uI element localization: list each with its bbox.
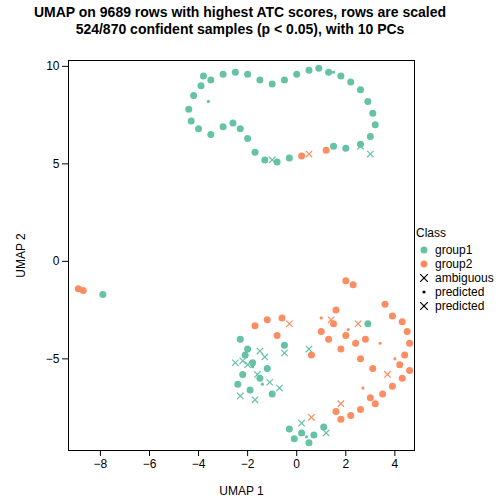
svg-text:0: 0 (293, 457, 300, 471)
svg-text:−8: −8 (94, 457, 108, 471)
svg-text:−2: −2 (241, 457, 255, 471)
html-text:Class: Class (416, 226, 446, 240)
svg-text:−4: −4 (192, 457, 206, 471)
svg-text:UMAP 1: UMAP 1 (219, 484, 264, 498)
html-text:predicted: predicted (435, 285, 485, 299)
svg-text:−6: −6 (143, 457, 157, 471)
svg-text:UMAP 2: UMAP 2 (14, 233, 28, 278)
svg-text:2: 2 (342, 457, 349, 471)
html-text:predicted: predicted (435, 299, 485, 313)
svg-text:4: 4 (392, 457, 399, 471)
svg-text:−5: −5 (46, 352, 60, 366)
html-text:group2: group2 (435, 257, 473, 271)
html-text:UMAP on 9689 rows with highest: UMAP on 9689 rows with highest ATC score… (34, 4, 446, 20)
html-text:ambiguous: ambiguous (435, 271, 494, 285)
html-text:group1: group1 (435, 243, 473, 257)
svg-text:0: 0 (53, 254, 60, 268)
svg-text:10: 10 (46, 59, 60, 73)
html-text:524/870 confident samples (p <: 524/870 confident samples (p < 0.05), wi… (75, 21, 405, 37)
svg-text:5: 5 (53, 157, 60, 171)
